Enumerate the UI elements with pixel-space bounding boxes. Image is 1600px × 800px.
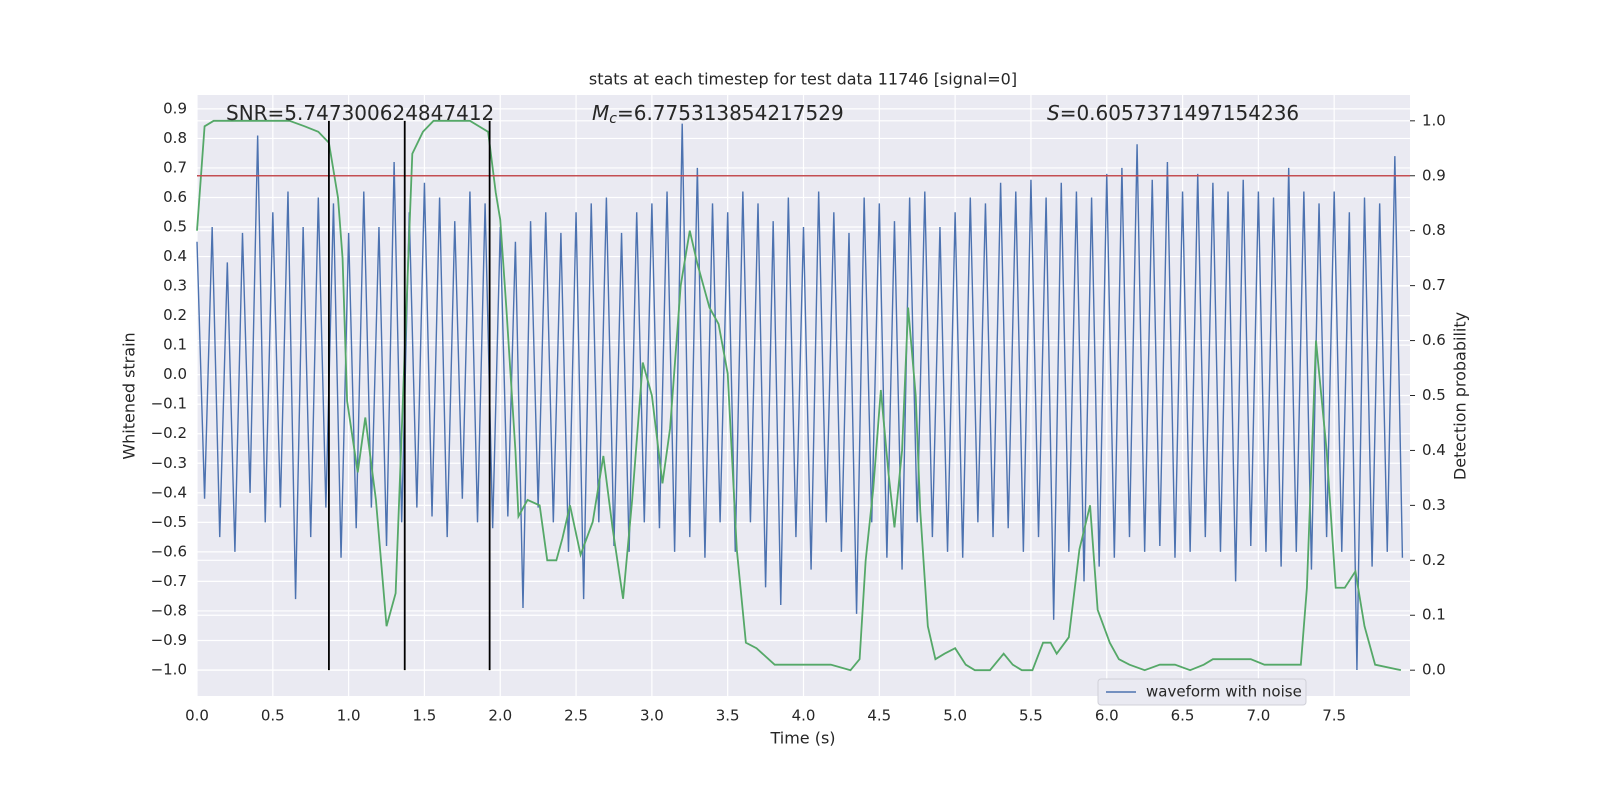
legend-label: waveform with noise [1146, 683, 1302, 701]
annotation-symbol: S [1047, 101, 1060, 125]
series-line [196, 119, 1402, 672]
chart-title: stats at each timestep for test data 117… [589, 70, 1017, 89]
annotation-text: SNR=5.747300624847412 [226, 101, 494, 125]
y2-tick-label: 0.8 [1422, 221, 1446, 239]
x-tick-label: 4.5 [867, 707, 891, 725]
x-tick-label: 4.0 [792, 707, 816, 725]
x-tick-label: 7.0 [1246, 707, 1270, 725]
y-tick-label: 0.6 [163, 188, 187, 206]
y2-tick-label: 0.9 [1422, 166, 1446, 184]
y2-tick-label: 0.7 [1422, 276, 1446, 294]
annotation-symbol: M [592, 101, 609, 125]
x-tick-label: 7.5 [1322, 707, 1346, 725]
y-tick-label: −0.9 [151, 631, 187, 649]
y-tick-label: −0.5 [151, 513, 187, 531]
y-tick-label: −0.4 [151, 483, 187, 501]
y2-tick-label: 0.5 [1422, 386, 1446, 404]
y-tick-label: 0.8 [163, 129, 187, 147]
y-tick-label: 0.0 [163, 365, 187, 383]
x-tick-label: 1.0 [337, 707, 361, 725]
annotation-subscript: c [609, 111, 617, 127]
y2-tick-label: 0.2 [1422, 551, 1446, 569]
y2-tick-label: 1.0 [1422, 111, 1446, 129]
y-tick-label: −0.2 [151, 424, 187, 442]
y-tick-label: 0.3 [163, 277, 187, 295]
y2-tick-label: 0.0 [1422, 661, 1446, 679]
y-tick-label: −0.3 [151, 454, 187, 472]
x-tick-label: 3.5 [716, 707, 740, 725]
x-tick-label: 3.0 [640, 707, 664, 725]
annotation: Mc=6.775313854217529 [592, 101, 844, 128]
y2-tick-label: 0.6 [1422, 331, 1446, 349]
y2-tick-label: 0.3 [1422, 496, 1446, 514]
series-line [196, 123, 1404, 671]
y-tick-label: 0.4 [163, 247, 187, 265]
x-axis-label: Time (s) [769, 729, 835, 748]
y-tick-label: 0.5 [163, 218, 187, 236]
y-axis-label: Whitened strain [120, 332, 139, 459]
x-tick-label: 0.0 [185, 707, 209, 725]
y2-tick-label: 0.1 [1422, 606, 1446, 624]
annotation: SNR=5.747300624847412 [226, 101, 494, 125]
x-tick-label: 0.5 [261, 707, 285, 725]
y-tick-label: 0.1 [163, 336, 187, 354]
y-tick-label: −0.1 [151, 395, 187, 413]
y-tick-label: −1.0 [151, 661, 187, 679]
y-tick-label: −0.8 [151, 601, 187, 619]
x-tick-label: 1.5 [413, 707, 437, 725]
x-tick-label: 6.5 [1171, 707, 1195, 725]
x-tick-label: 2.0 [488, 707, 512, 725]
y-tick-label: −0.7 [151, 572, 187, 590]
y-tick-label: 0.9 [163, 99, 187, 117]
x-tick-label: 5.0 [943, 707, 967, 725]
annotation-text: =6.775313854217529 [617, 101, 844, 125]
annotation: S=0.6057371497154236 [1047, 101, 1299, 125]
x-tick-label: 5.5 [1019, 707, 1043, 725]
y-tick-label: 0.7 [163, 158, 187, 176]
legend-box [1097, 678, 1307, 706]
x-tick-label: 2.5 [564, 707, 588, 725]
y-tick-label: −0.6 [151, 542, 187, 560]
annotation-text: =0.6057371497154236 [1060, 101, 1299, 125]
y2-axis-label: Detection probability [1451, 312, 1470, 480]
x-tick-label: 6.0 [1095, 707, 1119, 725]
y-tick-label: 0.2 [163, 306, 187, 324]
y2-tick-label: 0.4 [1422, 441, 1446, 459]
